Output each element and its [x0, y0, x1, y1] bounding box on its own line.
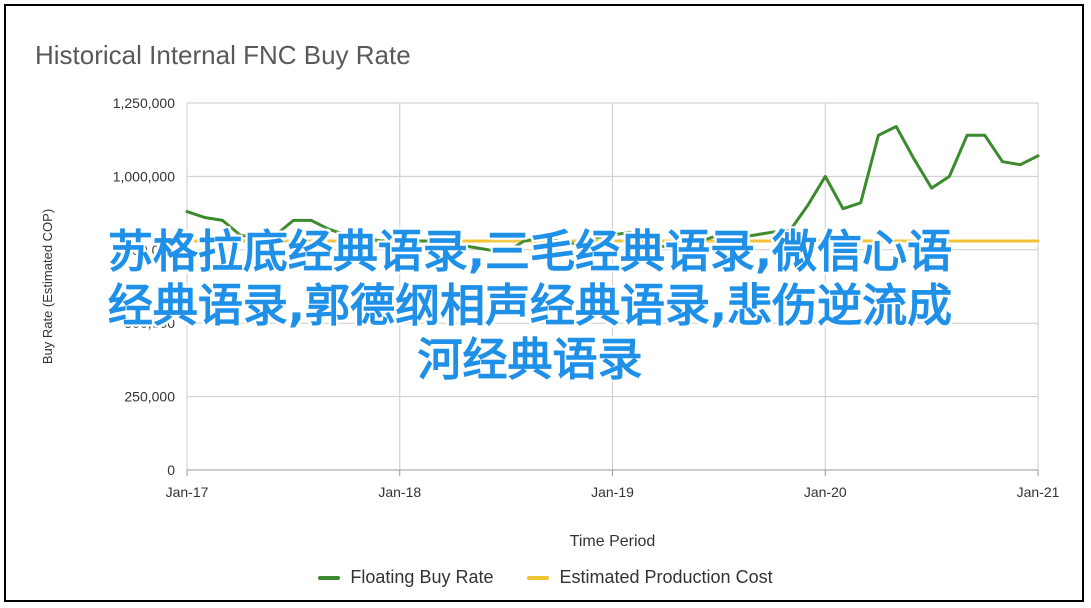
- y-tick-label: 250,000: [124, 389, 175, 405]
- chart-title: Historical Internal FNC Buy Rate: [35, 40, 411, 70]
- series-lines: [185, 125, 1040, 255]
- chart-frame: [4, 4, 1084, 602]
- x-tick-label: Jan-20: [804, 484, 847, 500]
- overlay-line-2: 经典语录,郭德纲相声经典语录,悲伤逆流成: [107, 279, 953, 332]
- legend-swatch-estimated: [527, 575, 550, 580]
- legend-item-floating: Floating Buy Rate: [318, 567, 493, 588]
- y-axis-ticks: 0 250,000 500,000 750,000 1,000,000 1,250,000: [113, 95, 176, 478]
- y-axis-label: Buy Rate (Estimated COP): [40, 209, 55, 364]
- overlay-text: 苏格拉底经典语录,三毛经典语录,微信心语 经典语录,郭德纲相声经典语录,悲伤逆流…: [0, 225, 1060, 387]
- x-tick-label: Jan-21: [1017, 484, 1060, 500]
- legend-item-estimated: Estimated Production Cost: [527, 567, 773, 588]
- x-tick-label: Jan-17: [166, 484, 209, 500]
- series-line-floating-buy-rate: [185, 125, 1040, 255]
- legend-swatch-floating: [318, 575, 341, 580]
- y-tick-label: 1,250,000: [113, 95, 175, 111]
- y-tick-label: 1,000,000: [113, 168, 175, 184]
- x-tick-label: Jan-18: [378, 484, 421, 500]
- x-axis-label: Time Period: [570, 533, 656, 550]
- legend-label-estimated: Estimated Production Cost: [559, 567, 773, 587]
- y-tick-label: 750,000: [124, 242, 175, 258]
- y-tick-label: 500,000: [124, 315, 175, 331]
- legend-label-floating: Floating Buy Rate: [350, 567, 494, 587]
- x-tick-label: Jan-19: [591, 484, 634, 500]
- overlay-line-1: 苏格拉底经典语录,三毛经典语录,微信心语: [107, 225, 953, 278]
- x-axis-ticks: Jan-17 Jan-18 Jan-19 Jan-20 Jan-21: [166, 484, 1060, 500]
- legend: Floating Buy Rate Estimated Production C…: [0, 567, 1091, 588]
- y-tick-label: 0: [167, 462, 175, 478]
- grid: [186, 102, 1039, 476]
- overlay-line-3: 河经典语录: [417, 333, 643, 386]
